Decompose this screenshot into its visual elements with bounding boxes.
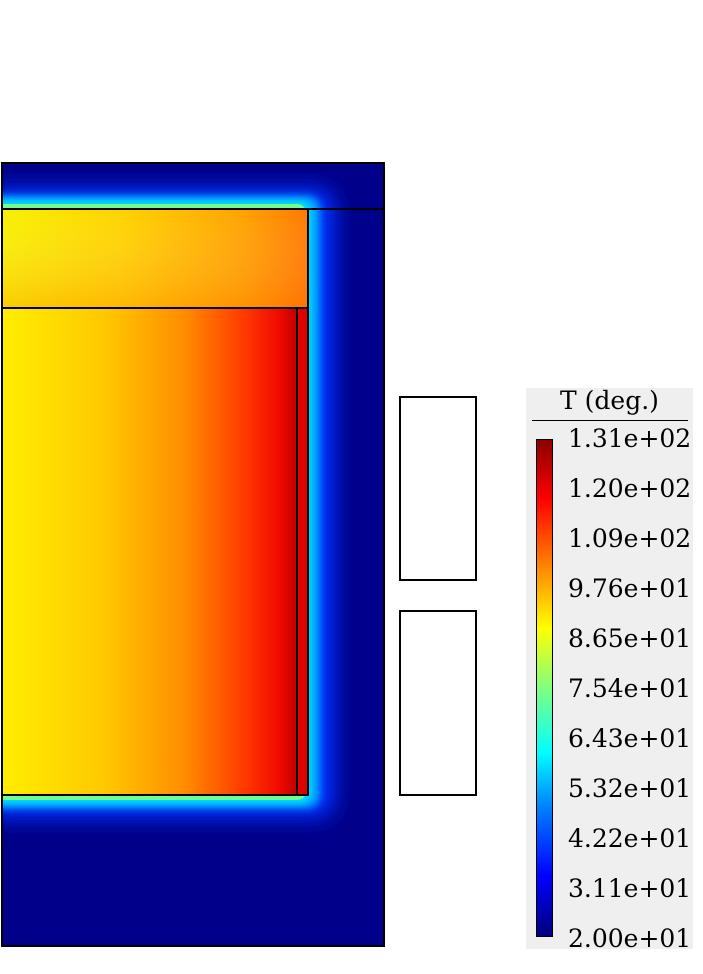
main-block-fill bbox=[2, 308, 297, 795]
tick-label: 1.31e+02 bbox=[568, 424, 692, 453]
tick-label: 3.11e+01 bbox=[568, 874, 692, 903]
tick-label: 5.32e+01 bbox=[568, 774, 692, 803]
tick-label: 9.76e+01 bbox=[568, 574, 692, 603]
tick-label: 8.65e+01 bbox=[568, 624, 692, 653]
legend-divider bbox=[532, 420, 688, 421]
legend-title: T (deg.) bbox=[560, 386, 659, 415]
tick-label: 1.20e+02 bbox=[568, 474, 692, 503]
main-block-outline bbox=[1, 307, 309, 796]
colorbar-ticks: 1.31e+02 1.20e+02 1.09e+02 9.76e+01 8.65… bbox=[568, 424, 691, 974]
tick-label: 6.43e+01 bbox=[568, 724, 692, 753]
tick-label: 1.09e+02 bbox=[568, 524, 692, 553]
colorbar-legend: T (deg.) 1.31e+02 1.20e+02 1.09e+02 9.76… bbox=[526, 386, 693, 953]
upper-coil bbox=[399, 396, 477, 581]
colorbar-gradient bbox=[536, 439, 553, 937]
tick-label: 2.00e+01 bbox=[568, 924, 692, 953]
tick-label: 4.22e+01 bbox=[568, 824, 692, 853]
tick-label: 7.54e+01 bbox=[568, 674, 692, 703]
thin-strip-fill bbox=[297, 308, 308, 795]
lower-coil bbox=[399, 610, 477, 796]
